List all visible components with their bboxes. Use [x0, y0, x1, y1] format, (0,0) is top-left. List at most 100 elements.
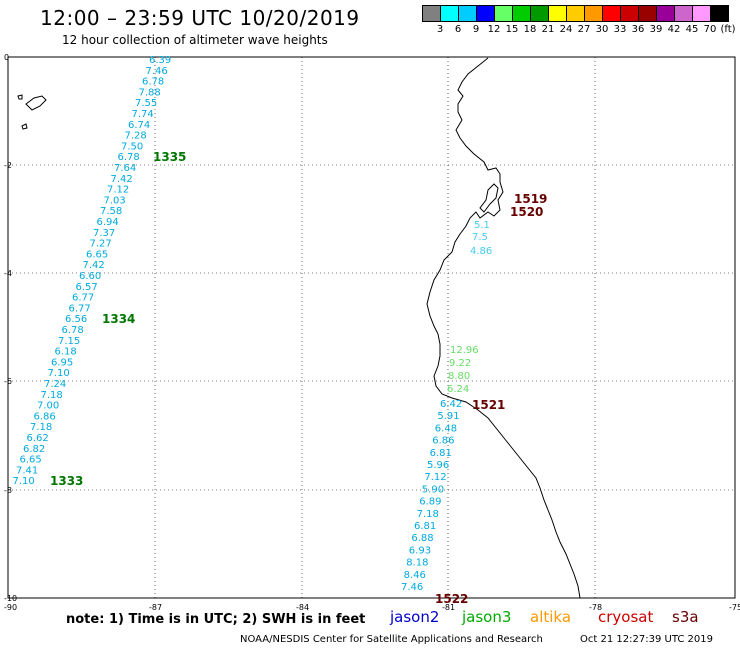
swh-value-west: 6.77: [69, 303, 91, 314]
lat-tick-label: -6: [4, 377, 12, 386]
swh-value-west: 6.82: [23, 444, 45, 455]
swh-value-west: 6.60: [79, 271, 101, 282]
swh-value-coast-south: 6.42: [440, 399, 462, 410]
lat-tick-label: -10: [4, 594, 17, 603]
swh-value-coast-south: 6.89: [419, 497, 441, 508]
swh-value-coast-south: 6.93: [409, 545, 431, 556]
legend-label: 12: [487, 24, 501, 35]
color-legend: 3 6 9 12 15 18 21 24 27 30 33 36 39 42 45 70 (ft): [422, 5, 740, 36]
swh-value-coast-south: 6.48: [435, 423, 457, 434]
swh-value-west: 6.56: [65, 314, 87, 325]
swh-value-west: 6.77: [72, 293, 94, 304]
swh-value-west: 6.39: [149, 55, 171, 66]
swh-value-west: 7.12: [107, 185, 129, 196]
swh-value-coast-green: 12.96: [450, 345, 479, 356]
legend-label: (ft): [720, 24, 736, 35]
swh-value-west: 7.50: [121, 141, 143, 152]
swh-value-west: 6.95: [51, 357, 73, 368]
satellite-label: altika: [530, 608, 572, 626]
map-frame: [7, 56, 736, 599]
satellite-label: jason2: [390, 608, 440, 626]
map-title: 12:00 – 23:59 UTC 10/20/2019: [40, 6, 360, 30]
lon-tick-label: -78: [589, 603, 602, 612]
swh-value-west: 6.86: [34, 411, 56, 422]
galapagos-island: [21, 123, 28, 130]
lon-tick-label: -81: [442, 603, 455, 612]
swh-value-coast-south: 7.12: [424, 472, 446, 483]
pass-id-label: 1335: [153, 150, 186, 164]
swh-value-coast-south: 5.90: [422, 484, 444, 495]
swh-value-west: 6.65: [20, 455, 42, 466]
pass-id-label: 1333: [50, 474, 83, 488]
legend-label: 70: [703, 24, 717, 35]
legend-label: 39: [649, 24, 663, 35]
pass-id-label: 1334: [102, 312, 135, 326]
pass-id-label: 1521: [472, 398, 505, 412]
swh-value-west: 6.57: [76, 282, 98, 293]
swh-value-coast-south: 7.18: [417, 509, 439, 520]
legend-label: 33: [613, 24, 627, 35]
galapagos-island: [25, 95, 47, 111]
swh-value-west: 6.94: [97, 217, 119, 228]
gulf-coastline: [479, 183, 499, 213]
swh-value-west: 7.37: [93, 228, 115, 239]
legend-swatch: [710, 5, 729, 22]
lat-tick-label: -2: [4, 161, 12, 170]
swh-value-coast-north: 5.1: [474, 220, 490, 231]
swh-value-west: 7.15: [58, 336, 80, 347]
galapagos-island: [17, 94, 23, 100]
swh-value-coast-green: 8.80: [448, 371, 470, 382]
lat-tick-label: -8: [4, 486, 12, 495]
swh-value-coast-south: 8.18: [406, 558, 428, 569]
lat-tick-label: -4: [4, 269, 12, 278]
swh-value-west: 6.65: [86, 249, 108, 260]
legend-label: 36: [631, 24, 645, 35]
footer: NOAA/NESDIS Center for Satellite Applica…: [240, 634, 713, 645]
swh-value-west: 7.18: [30, 422, 52, 433]
lat-tick-label: 0: [4, 53, 9, 62]
pass-id-label: 1522: [435, 592, 468, 606]
swh-value-coast-south: 8.46: [404, 570, 426, 581]
swh-value-west: 6.62: [27, 433, 49, 444]
swh-value-west: 7.10: [13, 476, 35, 487]
legend-label: 42: [667, 24, 681, 35]
legend-label: 45: [685, 24, 699, 35]
map-subtitle: 12 hour collection of altimeter wave hei…: [62, 33, 328, 47]
pass-id-label: 1520: [510, 205, 543, 219]
swh-value-west: 6.78: [142, 77, 164, 88]
satellite-label: s3a: [672, 608, 699, 626]
legend-label: 3: [436, 24, 444, 35]
legend-label: 6: [454, 24, 462, 35]
legend-label: 21: [541, 24, 555, 35]
swh-value-coast-south: 5.91: [437, 411, 459, 422]
footer-timestamp: Oct 21 12:27:39 UTC 2019: [580, 634, 713, 645]
swh-value-west: 7.03: [104, 195, 126, 206]
swh-value-coast-north: 4.86: [470, 246, 492, 257]
swh-value-west: 7.18: [41, 390, 63, 401]
lon-tick-label: -87: [149, 603, 162, 612]
legend-label: 15: [505, 24, 519, 35]
swh-value-west: 6.18: [55, 347, 77, 358]
swh-value-coast-green: 9.22: [449, 358, 471, 369]
legend-label: 27: [577, 24, 591, 35]
swh-value-west: 7.42: [83, 260, 105, 271]
swh-value-west: 7.00: [37, 401, 59, 412]
swh-value-west: 7.27: [90, 239, 112, 250]
swh-value-west: 7.55: [135, 98, 157, 109]
swh-value-west: 7.24: [44, 379, 66, 390]
legend-label: 30: [595, 24, 609, 35]
satellite-label: cryosat: [598, 608, 654, 626]
lon-tick-label: -90: [4, 603, 17, 612]
swh-value-coast-green: 6.24: [447, 384, 469, 395]
swh-value-west: 6.74: [128, 120, 150, 131]
legend-label: 9: [472, 24, 480, 35]
satellite-label: jason3: [462, 608, 512, 626]
swh-value-coast-south: 6.88: [411, 533, 433, 544]
lon-tick-label: -75: [729, 603, 740, 612]
swh-value-coast-north: 7.5: [472, 232, 488, 243]
swh-value-coast-south: 6.81: [430, 448, 452, 459]
legend-label: 24: [559, 24, 573, 35]
swh-value-west: 7.41: [16, 465, 38, 476]
legend-label: 18: [523, 24, 537, 35]
